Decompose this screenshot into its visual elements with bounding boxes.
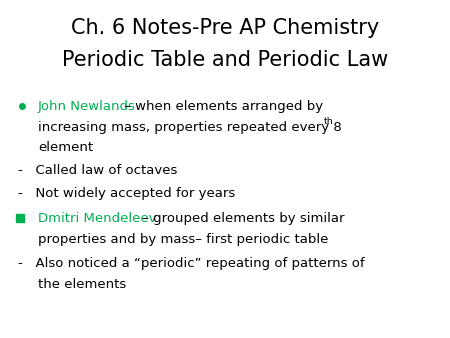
Text: Ch. 6 Notes-Pre AP Chemistry: Ch. 6 Notes-Pre AP Chemistry [71,18,379,38]
Text: – grouped elements by similar: – grouped elements by similar [138,212,345,225]
Text: element: element [38,141,93,154]
Text: Dmitri Mendeleev: Dmitri Mendeleev [38,212,157,225]
Text: the elements: the elements [38,278,126,291]
Text: -   Not widely accepted for years: - Not widely accepted for years [18,187,235,200]
Text: properties and by mass– first periodic table: properties and by mass– first periodic t… [38,233,328,246]
Text: Periodic Table and Periodic Law: Periodic Table and Periodic Law [62,50,388,70]
Text: John Newlands: John Newlands [38,100,136,113]
Text: th: th [324,117,334,126]
Text: increasing mass, properties repeated every 8: increasing mass, properties repeated eve… [38,121,342,134]
Bar [16,214,24,222]
Text: -   Called law of octaves: - Called law of octaves [18,164,177,177]
Text: -   Also noticed a “periodic” repeating of patterns of: - Also noticed a “periodic” repeating of… [18,257,364,270]
Text: – when elements arranged by: – when elements arranged by [120,100,323,113]
